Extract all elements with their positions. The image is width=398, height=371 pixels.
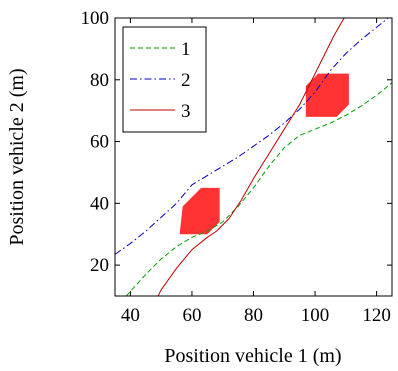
plot-area xyxy=(115,18,392,296)
x-tick-label-100: 100 xyxy=(301,305,330,326)
obstacle-2 xyxy=(305,73,349,117)
series-line-2 xyxy=(115,18,389,255)
legend: 1 2 3 xyxy=(122,26,207,133)
x-tick-label-60: 60 xyxy=(182,305,201,326)
series-line-3 xyxy=(157,18,345,296)
x-axis-label: Position vehicle 1 (m) xyxy=(164,345,341,367)
obstacle-layer xyxy=(179,73,349,235)
y-tick-label-100: 100 xyxy=(81,8,110,29)
tick-layer: 40 60 80 100 120 20 40 60 80 100 xyxy=(81,8,392,326)
series-layer xyxy=(115,18,392,296)
y-tick-label-60: 60 xyxy=(90,132,109,153)
series-line-1 xyxy=(125,82,392,296)
x-tick-label-120: 120 xyxy=(362,305,391,326)
x-tick-label-40: 40 xyxy=(121,305,140,326)
legend-label-2: 2 xyxy=(181,70,191,91)
legend-label-3: 3 xyxy=(181,101,191,122)
x-tick-label-80: 80 xyxy=(244,305,263,326)
y-axis-label: Position vehicle 2 (m) xyxy=(6,68,28,245)
y-tick-label-40: 40 xyxy=(90,193,109,214)
y-tick-label-20: 20 xyxy=(90,255,109,276)
y-tick-label-80: 80 xyxy=(90,70,109,91)
legend-label-1: 1 xyxy=(181,39,191,60)
obstacle-1 xyxy=(179,187,220,235)
